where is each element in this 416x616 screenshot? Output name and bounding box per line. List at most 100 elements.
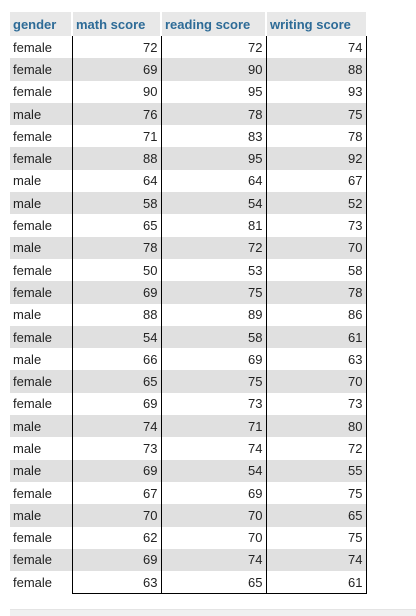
table-row[interactable]: female 88 95 92 [10,147,366,169]
writing-score-cell: 67 [266,170,366,192]
writing-score-cell: 75 [266,527,366,549]
math-score-cell: 62 [72,527,161,549]
writing-score-cell: 61 [266,326,366,348]
reading-score-cell: 71 [161,415,266,437]
reading-score-cell: 58 [161,326,266,348]
reading-score-cell: 64 [161,170,266,192]
gender-cell: male [10,348,72,370]
gender-cell: male [10,103,72,125]
reading-score-cell: 69 [161,482,266,504]
math-score-cell: 73 [72,437,161,459]
writing-score-cell: 55 [266,460,366,482]
math-score-cell: 65 [72,370,161,392]
table-row[interactable]: female 69 90 88 [10,58,366,80]
table-row[interactable]: male 58 54 52 [10,192,366,214]
reading-score-cell: 75 [161,370,266,392]
math-score-cell: 69 [72,460,161,482]
reading-score-cell: 90 [161,58,266,80]
gender-cell: female [10,259,72,281]
writing-score-cell: 78 [266,281,366,303]
table-row[interactable]: male 76 78 75 [10,103,366,125]
reading-score-cell: 69 [161,348,266,370]
gender-cell: female [10,571,72,594]
table-row[interactable]: female 67 69 75 [10,482,366,504]
reading-score-cell: 81 [161,214,266,236]
table-row[interactable]: female 63 65 61 [10,571,366,594]
writing-score-cell: 61 [266,571,366,594]
gender-cell: male [10,304,72,326]
reading-score-cell: 74 [161,549,266,571]
table-row[interactable]: female 65 81 73 [10,214,366,236]
writing-score-cell: 75 [266,103,366,125]
scores-table: gender math score reading score writing … [10,12,367,594]
math-score-cell: 54 [72,326,161,348]
gender-cell: female [10,281,72,303]
gender-cell: female [10,81,72,103]
table-row[interactable]: male 66 69 63 [10,348,366,370]
math-score-cell: 74 [72,415,161,437]
gender-cell: female [10,214,72,236]
table-row[interactable]: female 69 74 74 [10,549,366,571]
writing-score-cell: 70 [266,370,366,392]
column-header-math-score[interactable]: math score [72,12,161,36]
gender-cell: male [10,504,72,526]
table-row[interactable]: male 64 64 67 [10,170,366,192]
writing-score-cell: 73 [266,393,366,415]
math-score-cell: 76 [72,103,161,125]
gender-cell: male [10,437,72,459]
column-header-writing-score[interactable]: writing score [266,12,366,36]
column-header-gender[interactable]: gender [10,12,72,36]
table-row[interactable]: female 54 58 61 [10,326,366,348]
gender-cell: female [10,549,72,571]
table-row[interactable]: male 88 89 86 [10,304,366,326]
math-score-cell: 69 [72,393,161,415]
table-row[interactable]: male 73 74 72 [10,437,366,459]
math-score-cell: 58 [72,192,161,214]
gender-cell: female [10,527,72,549]
table-row[interactable]: female 90 95 93 [10,81,366,103]
table-row[interactable]: female 71 83 78 [10,125,366,147]
reading-score-cell: 74 [161,437,266,459]
writing-score-cell: 58 [266,259,366,281]
writing-score-cell: 75 [266,482,366,504]
gender-cell: female [10,393,72,415]
table-row[interactable]: male 69 54 55 [10,460,366,482]
table-row[interactable]: female 69 75 78 [10,281,366,303]
table-body: female 72 72 74 female 69 90 88 female 90 95 93 male… [10,36,366,594]
math-score-cell: 90 [72,81,161,103]
gender-cell: male [10,415,72,437]
math-score-cell: 88 [72,304,161,326]
table-row[interactable]: female 72 72 74 [10,36,366,58]
gender-cell: female [10,125,72,147]
writing-score-cell: 78 [266,125,366,147]
table-row[interactable]: female 69 73 73 [10,393,366,415]
writing-score-cell: 86 [266,304,366,326]
writing-score-cell: 80 [266,415,366,437]
math-score-cell: 50 [72,259,161,281]
gender-cell: female [10,36,72,58]
writing-score-cell: 74 [266,36,366,58]
reading-score-cell: 54 [161,192,266,214]
writing-score-cell: 88 [266,58,366,80]
reading-score-cell: 95 [161,147,266,169]
table-row[interactable]: male 70 70 65 [10,504,366,526]
table-row[interactable]: male 78 72 70 [10,237,366,259]
table-row[interactable]: female 65 75 70 [10,370,366,392]
math-score-cell: 67 [72,482,161,504]
gender-cell: male [10,170,72,192]
gender-cell: male [10,460,72,482]
reading-score-cell: 70 [161,504,266,526]
math-score-cell: 66 [72,348,161,370]
horizontal-scrollbar[interactable] [10,609,416,616]
writing-score-cell: 73 [266,214,366,236]
gender-cell: female [10,482,72,504]
gender-cell: male [10,237,72,259]
table-row[interactable]: male 74 71 80 [10,415,366,437]
table-row[interactable]: female 62 70 75 [10,527,366,549]
writing-score-cell: 70 [266,237,366,259]
reading-score-cell: 65 [161,571,266,594]
column-header-reading-score[interactable]: reading score [161,12,266,36]
table-row[interactable]: female 50 53 58 [10,259,366,281]
writing-score-cell: 92 [266,147,366,169]
